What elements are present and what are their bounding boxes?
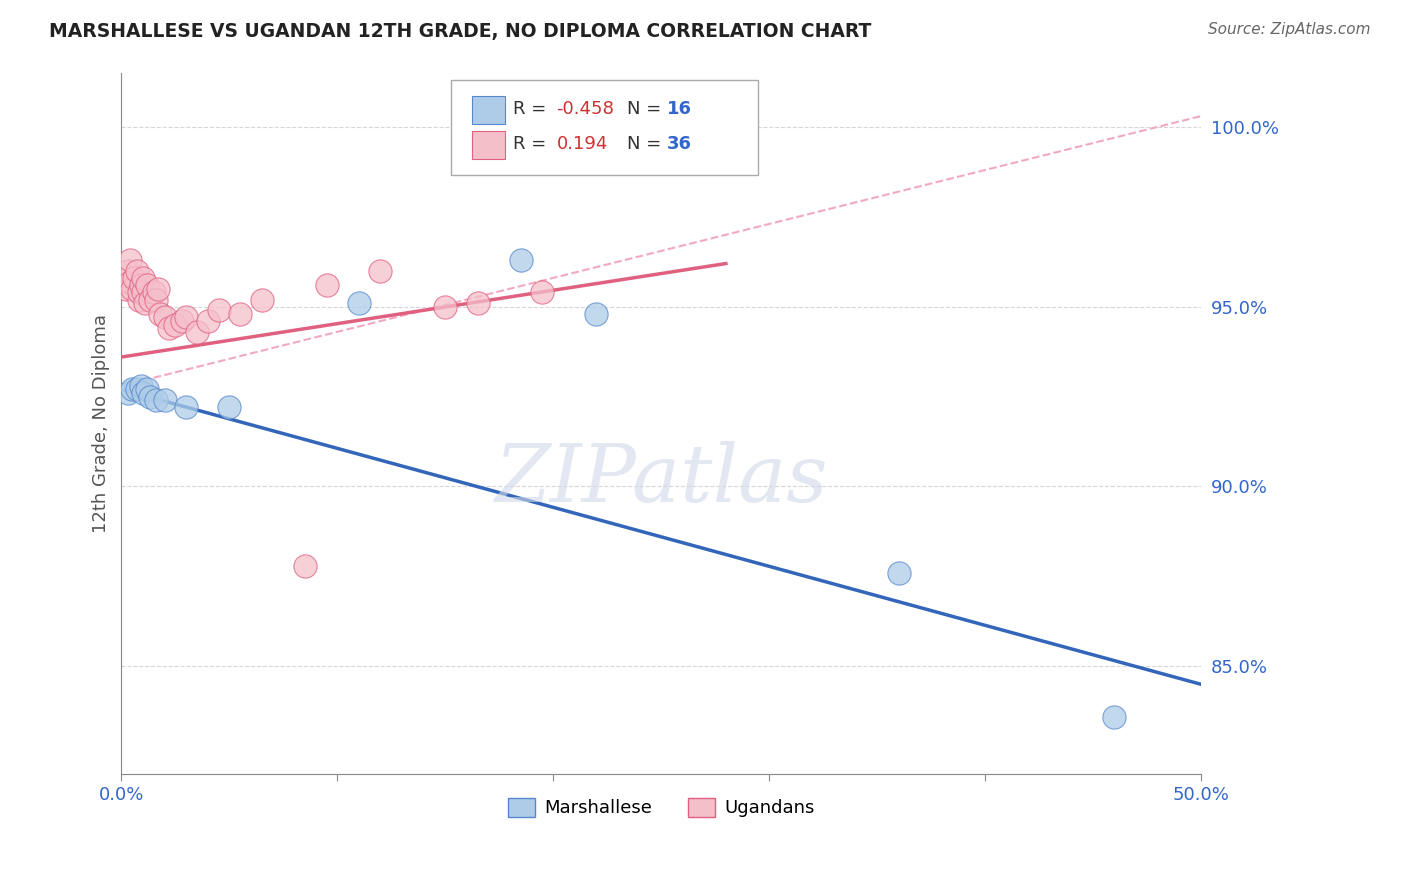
- Text: ZIPatlas: ZIPatlas: [495, 441, 828, 518]
- Point: [125, 264, 148, 278]
- Legend: Marshallese, Ugandans: Marshallese, Ugandans: [501, 791, 821, 825]
- Point: [138, 293, 160, 307]
- Point: [218, 401, 240, 415]
- Point: [174, 310, 197, 325]
- Point: [467, 296, 489, 310]
- Y-axis label: 12th Grade, No Diploma: 12th Grade, No Diploma: [93, 314, 110, 533]
- Text: MARSHALLESE VS UGANDAN 12TH GRADE, NO DIPLOMA CORRELATION CHART: MARSHALLESE VS UGANDAN 12TH GRADE, NO DI…: [49, 22, 872, 41]
- FancyBboxPatch shape: [472, 96, 505, 124]
- Point: [132, 271, 155, 285]
- Text: 16: 16: [666, 100, 692, 118]
- Point: [170, 314, 193, 328]
- Text: N =: N =: [627, 100, 666, 118]
- Point: [132, 285, 155, 300]
- Point: [128, 293, 150, 307]
- Point: [124, 271, 146, 285]
- Point: [585, 307, 607, 321]
- Point: [142, 285, 165, 300]
- Point: [294, 558, 316, 573]
- Text: R =: R =: [513, 135, 558, 153]
- Point: [145, 393, 167, 408]
- Point: [370, 264, 392, 278]
- Point: [347, 296, 370, 310]
- Point: [315, 278, 337, 293]
- Point: [145, 293, 167, 307]
- Point: [125, 383, 148, 397]
- Point: [136, 383, 159, 397]
- Point: [1104, 709, 1126, 723]
- Point: [229, 307, 252, 321]
- Point: [121, 383, 143, 397]
- Text: -0.458: -0.458: [557, 100, 614, 118]
- Point: [165, 318, 187, 332]
- Point: [117, 386, 139, 401]
- Point: [114, 282, 136, 296]
- Point: [250, 293, 273, 307]
- Point: [138, 390, 160, 404]
- Point: [531, 285, 554, 300]
- Text: R =: R =: [513, 100, 553, 118]
- Point: [434, 300, 457, 314]
- Point: [120, 275, 142, 289]
- Point: [129, 278, 152, 293]
- Point: [153, 310, 176, 325]
- Text: Source: ZipAtlas.com: Source: ZipAtlas.com: [1208, 22, 1371, 37]
- Point: [136, 278, 159, 293]
- Point: [174, 401, 197, 415]
- Point: [714, 102, 737, 116]
- Text: N =: N =: [627, 135, 666, 153]
- Point: [887, 566, 910, 580]
- FancyBboxPatch shape: [472, 131, 505, 159]
- Point: [128, 285, 150, 300]
- Point: [207, 303, 229, 318]
- Point: [509, 252, 531, 267]
- Point: [117, 264, 139, 278]
- Point: [120, 252, 142, 267]
- Point: [186, 325, 208, 339]
- Point: [153, 393, 176, 408]
- Point: [197, 314, 219, 328]
- FancyBboxPatch shape: [451, 80, 758, 175]
- Point: [129, 379, 152, 393]
- Point: [134, 296, 156, 310]
- Point: [157, 321, 180, 335]
- Text: 36: 36: [666, 135, 692, 153]
- Point: [132, 386, 155, 401]
- Text: 0.194: 0.194: [557, 135, 607, 153]
- Point: [146, 282, 169, 296]
- Point: [149, 307, 172, 321]
- Point: [121, 282, 143, 296]
